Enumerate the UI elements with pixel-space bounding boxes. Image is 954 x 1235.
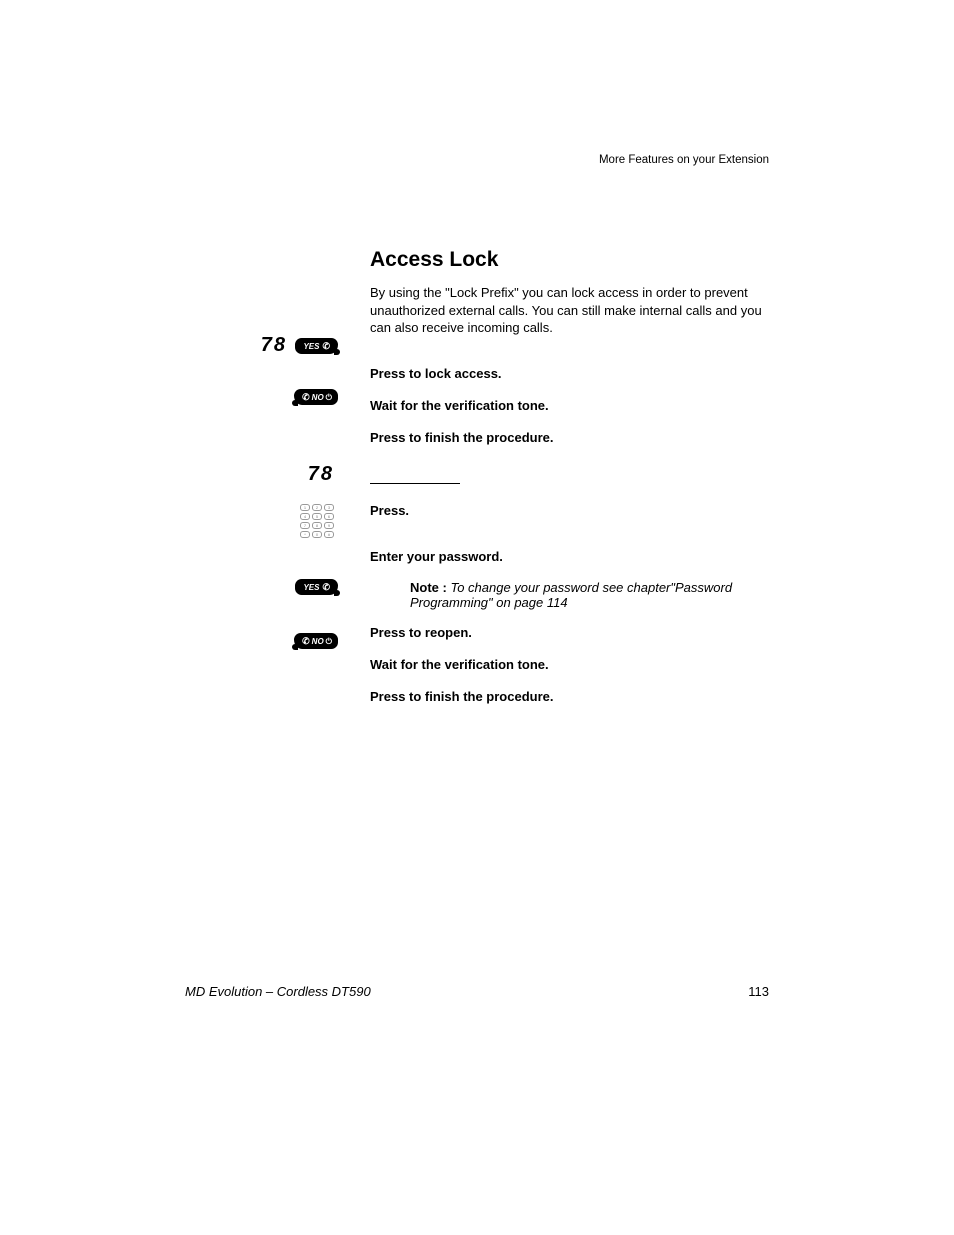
note-block: Note : To change your password see chapt… [410, 580, 770, 610]
running-header: More Features on your Extension [599, 154, 769, 166]
step-text: Wait for the verification tone. [370, 657, 549, 672]
step-text: Wait for the verification tone. [370, 398, 549, 413]
step-text: Press to finish the procedure. [370, 689, 554, 704]
step-text: Enter your password. [370, 549, 503, 564]
note-body: To change your password see chapter"Pass… [410, 580, 732, 610]
dial-code: 78 [308, 463, 334, 486]
section-title: Access Lock [370, 248, 770, 272]
no-button-icon: ✆NO⏻ [294, 389, 338, 405]
step-text: Press to reopen. [370, 625, 472, 640]
step-text: Press. [370, 503, 409, 518]
dial-code: 78 [261, 334, 287, 357]
page-footer: MD Evolution – Cordless DT590 113 [185, 984, 769, 999]
yes-button-icon: YES✆ [295, 579, 338, 595]
no-button-icon: ✆NO⏻ [294, 633, 338, 649]
manual-page: More Features on your Extension 78 YES✆ … [0, 0, 954, 1235]
note-label: Note : [410, 580, 450, 595]
intro-paragraph: By using the "Lock Prefix" you can lock … [370, 284, 770, 337]
step-text: Press to lock access. [370, 366, 502, 381]
yes-button-icon: YES✆ [295, 338, 338, 354]
step-text: Press to finish the procedure. [370, 430, 554, 445]
main-content: Access Lock By using the "Lock Prefix" y… [370, 248, 770, 720]
footer-title: MD Evolution – Cordless DT590 [185, 984, 371, 999]
section-divider [370, 483, 460, 484]
keypad-icon: 123 456 789 *0# [300, 504, 334, 538]
page-number: 113 [748, 984, 769, 999]
